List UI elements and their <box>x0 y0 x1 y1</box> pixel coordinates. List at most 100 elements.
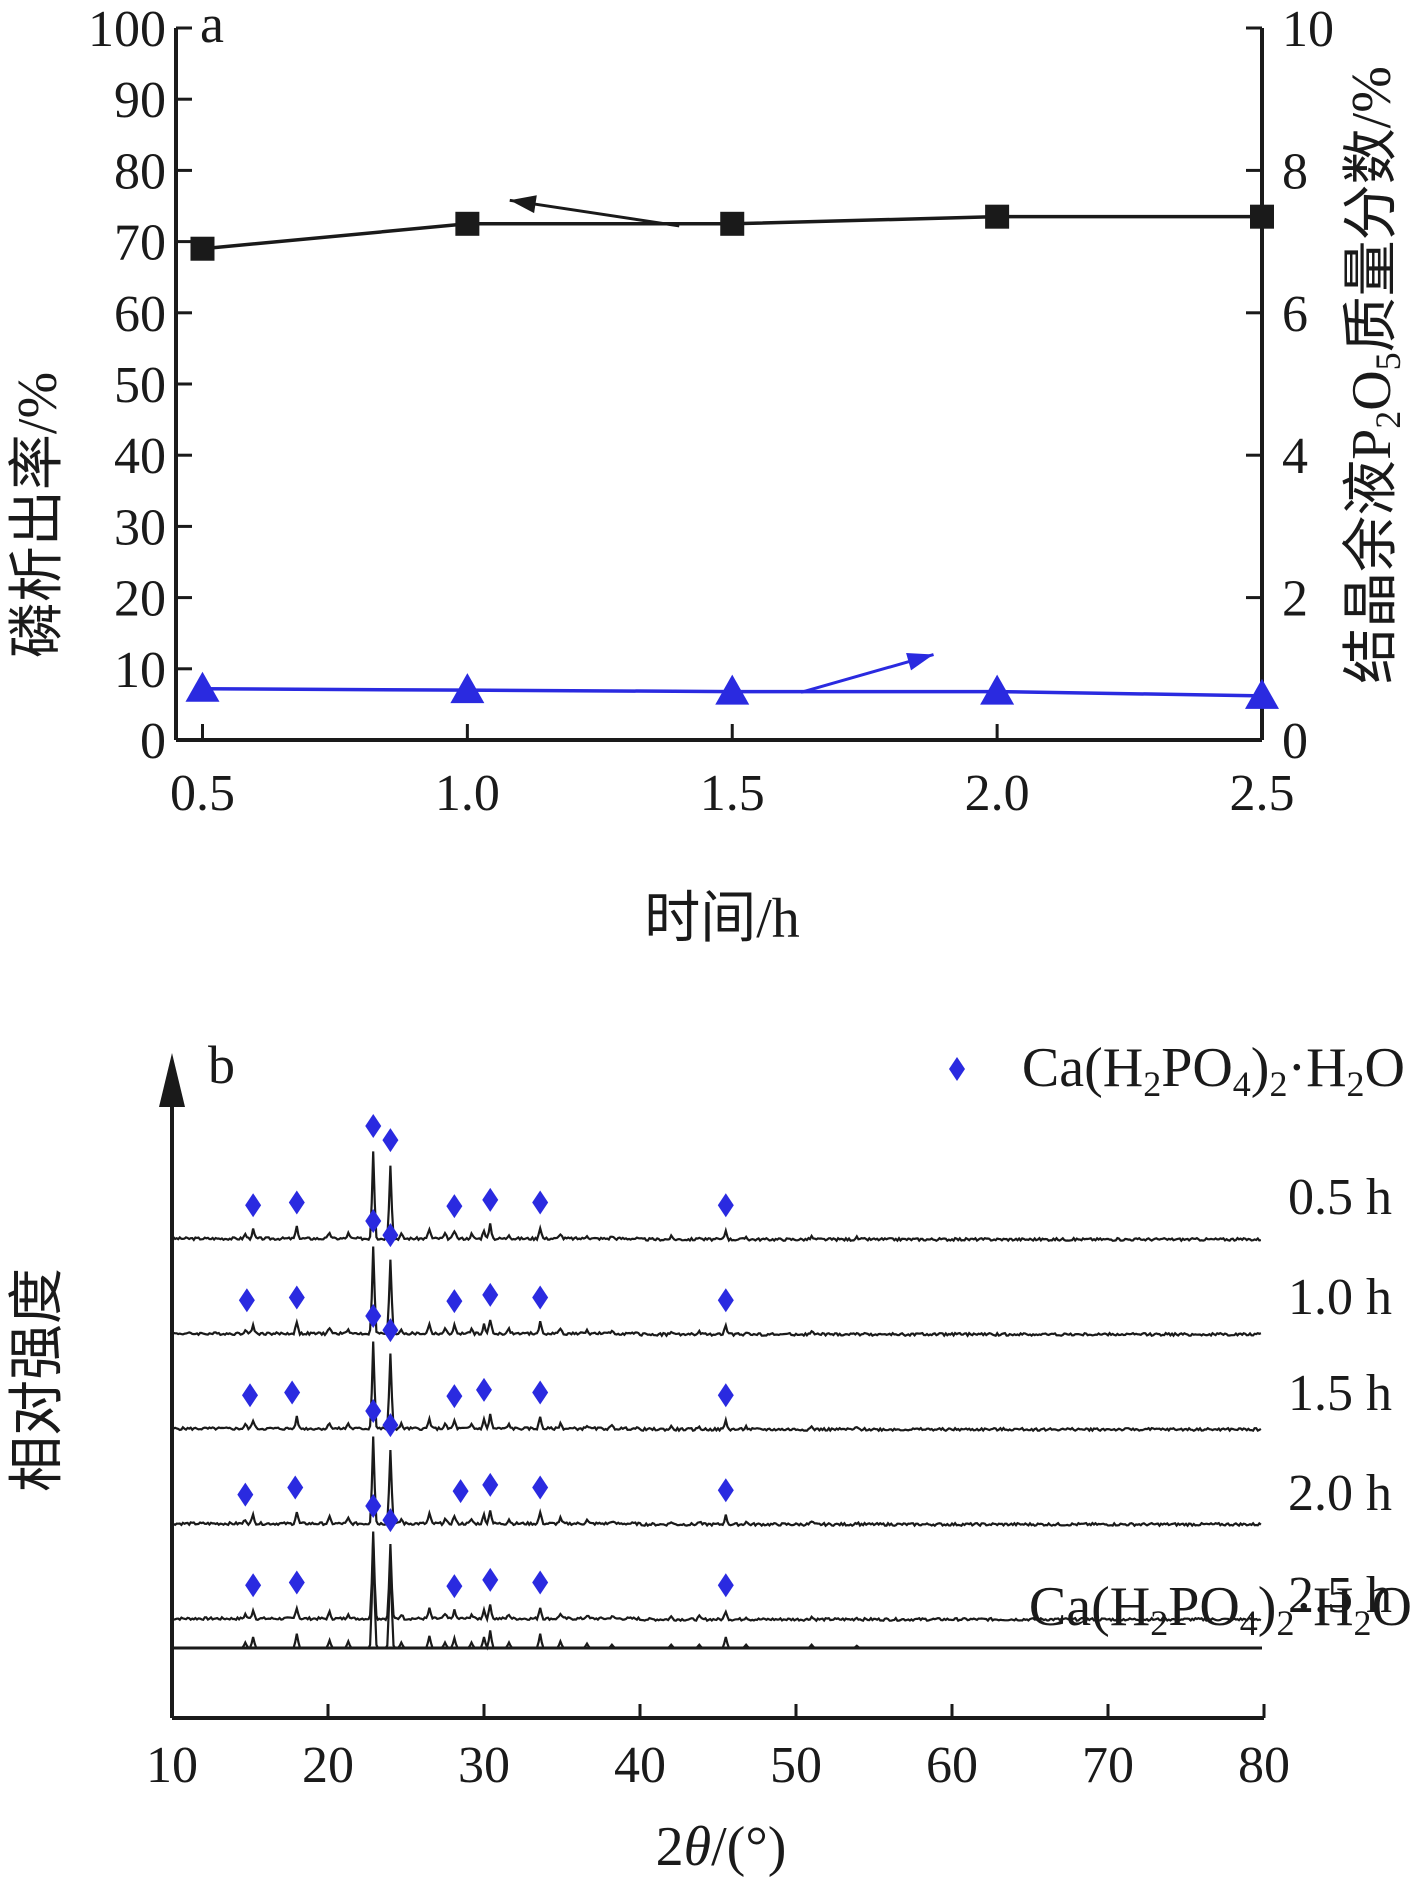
phase-marker-diamond <box>532 1570 549 1595</box>
panel-b-x-tick-label: 20 <box>302 1737 354 1794</box>
phase-marker-diamond <box>482 1282 499 1307</box>
panel-a-x-axis-title: 时间/h <box>644 888 800 950</box>
phase-marker-diamond <box>532 1285 549 1310</box>
panel-a-x-tick-label: 0.5 <box>170 765 235 822</box>
xrd-trace-0-5-h <box>171 1151 1262 1243</box>
label-part: 2 <box>1269 1064 1287 1104</box>
label-part: O <box>1372 1576 1412 1638</box>
panel-a-left-tick-label: 20 <box>114 571 166 628</box>
panel-b-axes: 10 20 30 40 50 60 70 80 <box>146 1053 1290 1794</box>
panel-a-square-marker <box>720 211 745 236</box>
trace-label-1-5-h: 1.5 h <box>1288 1365 1392 1422</box>
panel-a-triangle-marker <box>1245 678 1279 709</box>
panel-a-square-marker <box>190 236 215 261</box>
phase-marker-diamond <box>284 1380 301 1405</box>
panel-b-x-tick-label: 10 <box>146 1737 198 1794</box>
panel-b-legend: Ca(H2PO4)2·H2O <box>949 1037 1405 1104</box>
phase-marker-diamond <box>717 1288 734 1313</box>
label-part: 2 <box>1276 1603 1294 1643</box>
phase-marker-diamond <box>482 1472 499 1497</box>
label-part: 结晶余液P <box>1341 429 1403 684</box>
panel-b-chart: b 10 20 30 40 50 60 70 80 0.5 h 1.0 h 1.5 h 2.0 h 2… <box>7 1035 1412 1878</box>
panel-a-chart: a 0 10 20 30 40 50 60 70 80 90 100 0 2 4 6 8 10 0.5 1.0 1.5… <box>7 0 1408 950</box>
panel-a-left-tick-label: 80 <box>114 143 166 200</box>
phase-marker-diamond <box>245 1573 262 1598</box>
panel-a-triangle-marker <box>715 674 750 705</box>
label-part: Ca(H <box>1029 1576 1150 1638</box>
phase-marker-diamond <box>242 1383 258 1408</box>
panel-a-left-tick-label: 40 <box>114 428 166 485</box>
panel-a-axes: 0 10 20 30 40 50 60 70 80 90 100 0 2 4 6 8 10 0.5 1.0 1.5 2.… <box>88 1 1334 822</box>
panel-b-x-tick-label: 60 <box>926 1737 978 1794</box>
xrd-trace-2-5-h <box>171 1531 1262 1623</box>
phase-marker-diamond <box>482 1567 499 1592</box>
phase-marker-diamond <box>288 1570 305 1595</box>
reference-label: Ca(H2PO4)2·H2O <box>1029 1576 1412 1643</box>
phase-marker-diamond <box>446 1194 463 1219</box>
panel-a-left-tick-label: 90 <box>114 72 166 129</box>
label-part: 5 <box>1368 352 1408 370</box>
label-part: Ca(H <box>1022 1037 1143 1099</box>
panel-a-triangle-marker <box>185 671 220 702</box>
panel-a-square-marker <box>985 204 1010 229</box>
panel-a-left-tick-label: 100 <box>88 1 166 58</box>
phase-marker-diamond <box>532 1380 549 1405</box>
phase-marker-diamond <box>382 1223 399 1248</box>
phase-marker-diamond <box>238 1288 255 1313</box>
panel-a-square-marker <box>455 211 480 236</box>
panel-a-x-tick-label: 2.5 <box>1230 765 1295 822</box>
panel-a-right-tick-label: 0 <box>1282 713 1308 770</box>
panel-b-traces: 0.5 h1.0 h1.5 h2.0 h2.5 hCa(H2PO4)2·H2O <box>171 1114 1412 1651</box>
panel-a-x-tick-label: 1.0 <box>435 765 500 822</box>
phase-marker-diamond <box>382 1128 399 1153</box>
label-part: ·H <box>1294 1576 1353 1638</box>
phase-marker-diamond <box>446 1574 463 1599</box>
phase-marker-diamond <box>446 1289 463 1314</box>
panel-a-triangle-marker <box>450 673 485 704</box>
phase-marker-diamond <box>717 1478 734 1503</box>
label-part: 2 <box>1368 411 1408 429</box>
phase-marker-diamond <box>382 1413 399 1438</box>
panel-a-right-tick-label: 4 <box>1282 428 1308 485</box>
phase-marker-diamond <box>288 1285 305 1310</box>
panel-label-b: b <box>208 1035 235 1095</box>
phase-marker-diamond <box>365 1399 382 1423</box>
label-part: ) <box>1258 1576 1277 1638</box>
panel-a-right-tick-label: 10 <box>1282 1 1334 58</box>
phase-marker-diamond <box>717 1193 734 1218</box>
phase-marker-diamond <box>365 1494 382 1518</box>
x-title-prefix: 2 <box>656 1816 684 1878</box>
label-part: ·H <box>1287 1037 1346 1099</box>
phase-marker-diamond <box>365 1304 382 1328</box>
label-part: 4 <box>1233 1064 1251 1104</box>
phase-marker-diamond <box>482 1187 499 1212</box>
panel-b-x-tick-label: 80 <box>1238 1737 1290 1794</box>
panel-label-a: a <box>200 0 224 54</box>
panel-a-left-y-axis-title: 磷析出率/% <box>7 372 69 658</box>
phase-marker-diamond <box>287 1475 304 1500</box>
panel-b-x-axis-title: 2θ/(°) <box>656 1816 787 1878</box>
panel-a-left-tick-label: 70 <box>114 215 166 272</box>
legend-label: Ca(H2PO4)2·H2O <box>1022 1037 1405 1104</box>
phase-marker-diamond <box>717 1573 734 1598</box>
label-part: 2 <box>1150 1603 1168 1643</box>
label-part: PO <box>1161 1037 1233 1099</box>
phase-marker-diamond <box>452 1479 469 1504</box>
panel-a-arrow-2-head <box>906 653 934 671</box>
phase-marker-diamond <box>237 1482 254 1507</box>
panel-a-series <box>185 195 1279 709</box>
panel-a-right-tick-label: 8 <box>1282 143 1308 200</box>
panel-a-left-tick-label: 30 <box>114 499 166 556</box>
panel-a-right-y-axis-title: 结晶余液P2O5质量分数/% <box>1341 66 1408 684</box>
panel-b-x-tick-label: 50 <box>770 1737 822 1794</box>
trace-label-2-5-h: 2.5 h <box>1288 1567 1392 1624</box>
phase-marker-diamond <box>446 1384 463 1409</box>
xrd-trace-2-0-h <box>171 1436 1262 1528</box>
trace-label-0-5-h: 0.5 h <box>1288 1169 1392 1226</box>
panel-a-square-marker <box>1250 204 1274 229</box>
xrd-trace-1-0-h <box>171 1246 1262 1338</box>
phase-marker-diamond <box>288 1190 305 1215</box>
x-title-suffix: /(°) <box>711 1816 786 1878</box>
panel-b-x-tick-label: 30 <box>458 1737 510 1794</box>
